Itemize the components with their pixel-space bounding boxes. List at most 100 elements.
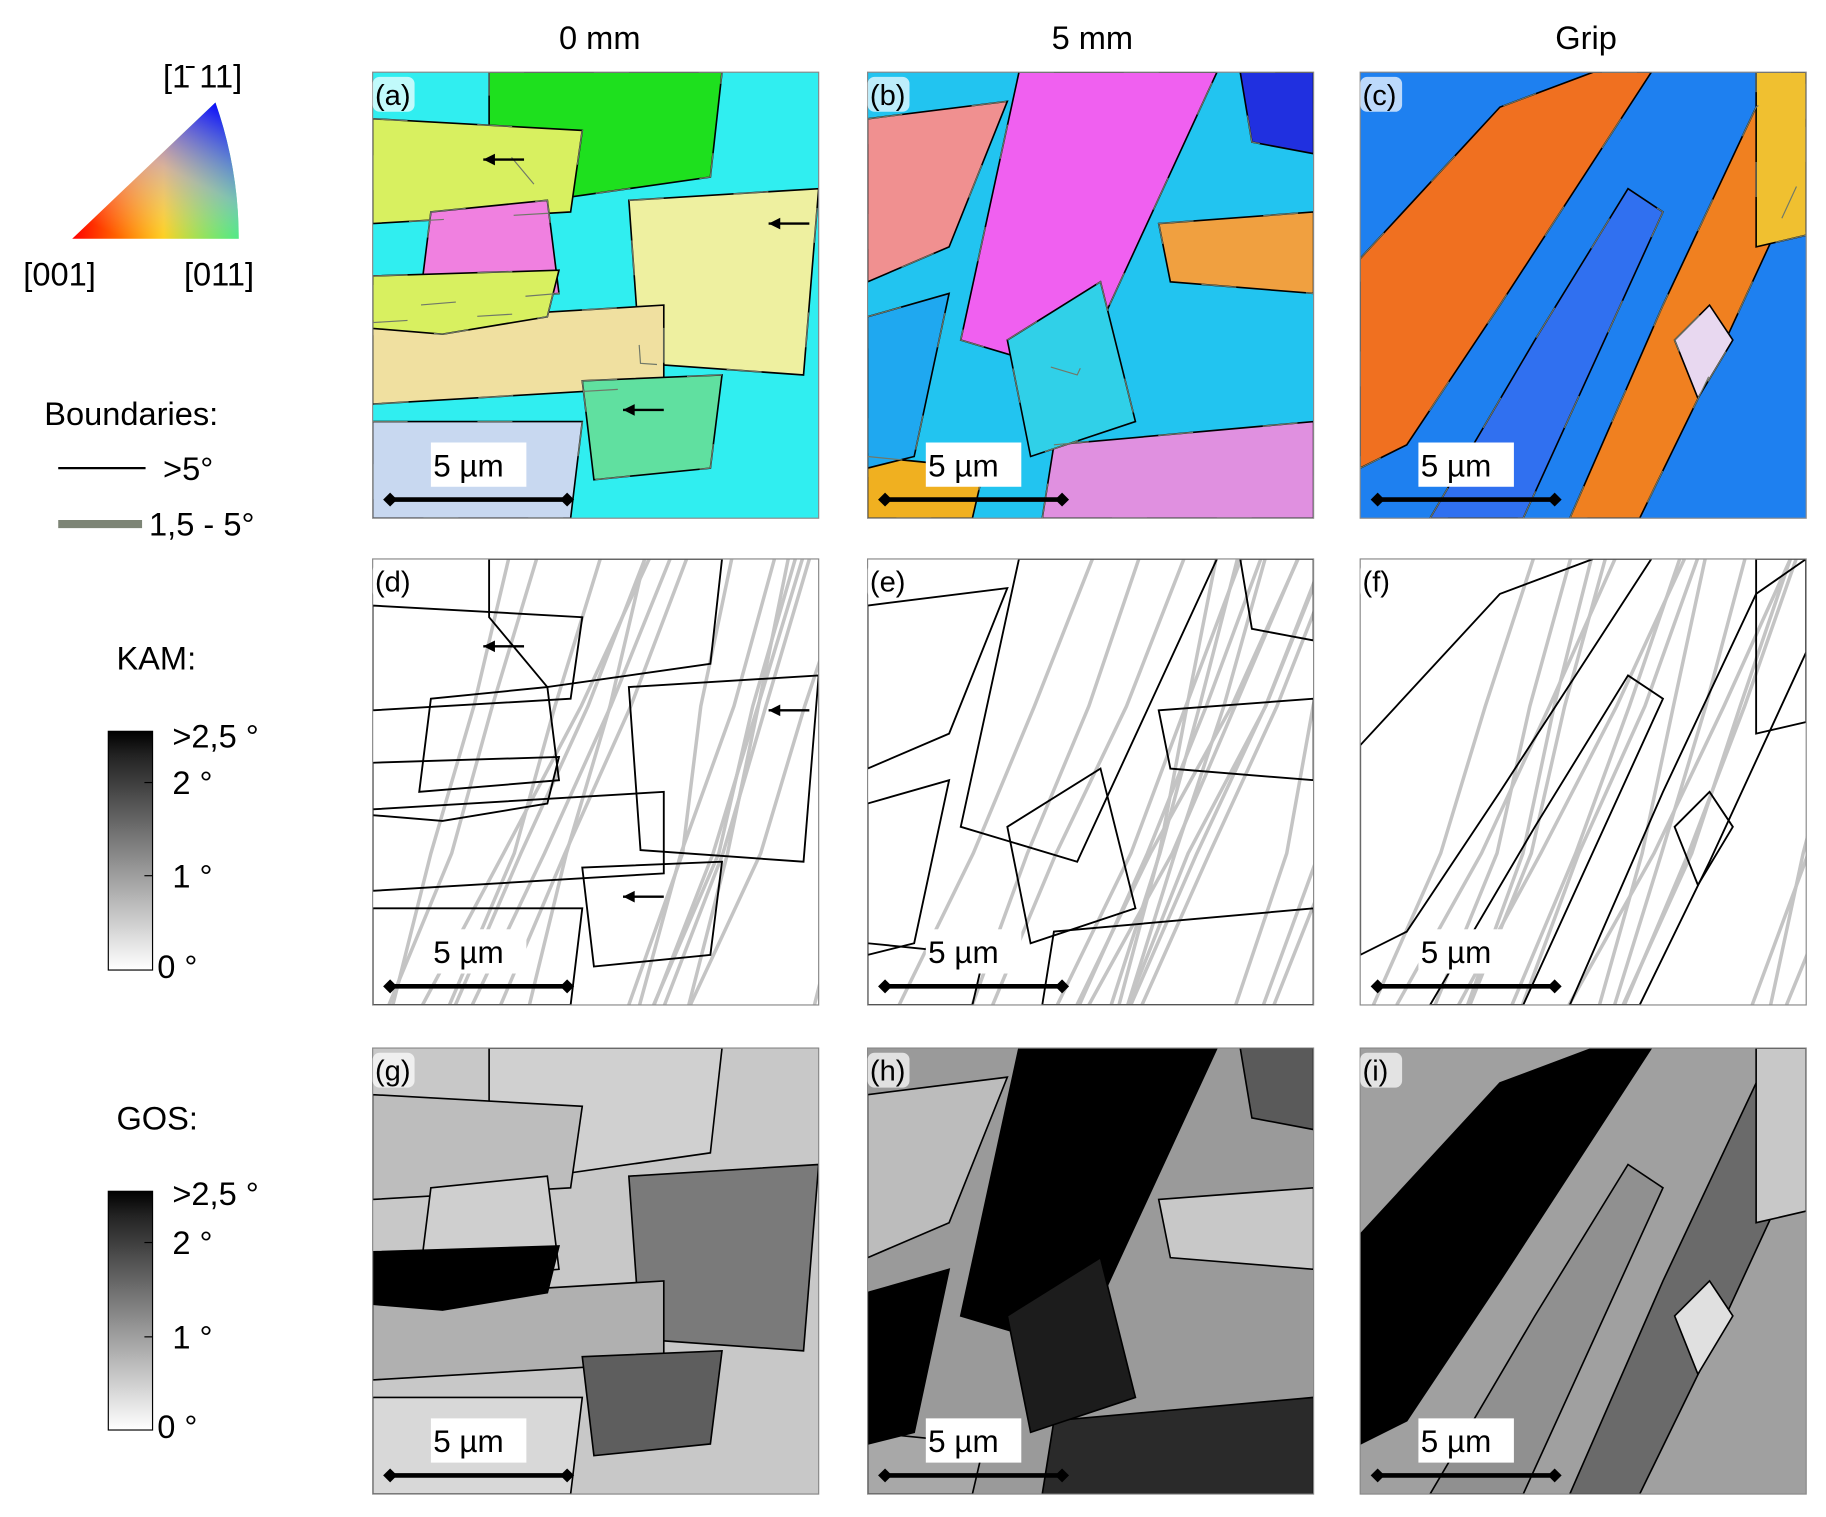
scale-bar-end [383,1468,398,1483]
scale-bar-label: 5 µm [1421,448,1492,483]
panel-label-bg [1360,1052,1403,1088]
map-panel: (g) 5 µm [372,1047,820,1495]
map-frame [867,71,1315,519]
scale-bar-end [1055,979,1070,994]
ipf-key: [1̄ 11] [001] [011] [23,57,254,292]
grain [372,790,665,892]
grain [867,586,1009,770]
kam-line [1371,558,1535,1005]
grain [1239,558,1314,642]
grain [867,1076,1009,1259]
colorbar-label: >2,5 ° [172,718,258,755]
scale-bar-end [383,979,398,994]
ipf-label: [001] [23,255,96,292]
column-header: 0 mm [559,19,640,56]
map-frame [867,1047,1315,1495]
panel-label: (a) [375,80,411,112]
legend-title: GOS: [116,1100,198,1137]
ipf-triangle-overlay [72,102,239,239]
map-content [867,558,1314,1005]
grain-boundary [960,72,1218,376]
kam-line [991,558,1186,1005]
kam-line [1140,608,1314,1005]
kam-line [527,558,647,1005]
grain-boundary [1569,72,1807,519]
kam-legend: KAM: >2,5 ° 2 ° 1 ° 0 ° [107,640,259,985]
map-panel: (h) 5 µm [867,1047,1315,1495]
grain [867,778,951,956]
grain [1755,558,1807,735]
grain [1006,767,1137,945]
grain [1006,280,1137,458]
grain [1673,790,1734,888]
kam-line [387,558,539,1005]
grain [1360,558,1653,956]
grain [627,674,819,863]
legend-title: Boundaries: [44,395,218,432]
kam-line [1750,853,1807,1005]
ipf-label: [1̄ 11] [163,57,242,94]
panel-label-bg [1360,76,1403,112]
scale-bar-label: 5 µm [433,935,504,970]
map-panel: (i) 5 µm [1359,1047,1807,1495]
grain [867,292,951,469]
grain-boundary [1755,72,1807,248]
panel-label: (g) [375,1056,411,1088]
scale-bar-end [878,979,893,994]
grain-boundary [488,72,723,201]
scale-bar-label-bg [1418,442,1514,487]
map-panel: (f) 5 µm [1359,558,1807,1006]
grain [1429,187,1664,519]
kam-line [447,558,602,1005]
arrow-head [623,404,635,416]
kam-line [1055,558,1243,1005]
scale-bar-label: 5 µm [433,448,504,483]
colorbar-label: >2,5 ° [172,1175,258,1212]
map-content [1360,1048,1807,1495]
grain [1673,1279,1734,1376]
scale-bar-end [1547,979,1562,994]
panel-label-bg [372,1052,415,1088]
panel-label-bg [867,76,910,112]
arrow-head [768,217,781,230]
kam-line [1395,558,1617,1005]
panel-label-bg [372,563,415,599]
scale-bar-label-bg [430,442,527,487]
colorbar-label: 1 ° [172,857,212,894]
kam-line [662,558,812,1005]
scale-bar-label-bg [430,1418,527,1463]
map-frame [372,1047,820,1495]
map-frame [372,71,820,519]
grain [1429,1163,1664,1495]
scale-bar-end [560,979,575,994]
kam-line [1126,558,1267,1005]
grain-boundary [1239,72,1314,155]
grain [372,1245,561,1311]
column-header: Grip [1555,19,1617,56]
kam-line [1510,558,1682,1005]
grain [867,1268,951,1445]
scale-bar-label: 5 µm [1421,1424,1492,1459]
kam-line [897,558,1095,1005]
scale-bar-end [560,492,575,507]
grain [488,558,723,689]
grain [372,1093,584,1201]
arrow-head [768,704,781,717]
grain [372,117,584,225]
scale-bar-end [560,1468,575,1483]
colorbar-label: 2 ° [172,1224,212,1261]
scale-bar-label-bg [925,1418,1022,1463]
panel-label: (e) [870,567,906,599]
scale-bar-label-bg [430,929,527,974]
colorbar [107,730,154,971]
kam-line [499,558,689,1005]
grain [1360,1048,1653,1445]
map-panel: (b) 5 µm [867,71,1315,519]
arrow-head [623,890,635,903]
kam-line [627,558,734,1005]
scale-bar-label: 5 µm [433,1424,504,1459]
kam-line [1597,558,1707,1005]
grain-boundary [628,188,819,376]
panel-label-bg [867,1052,910,1088]
grain-boundary [1360,72,1653,469]
